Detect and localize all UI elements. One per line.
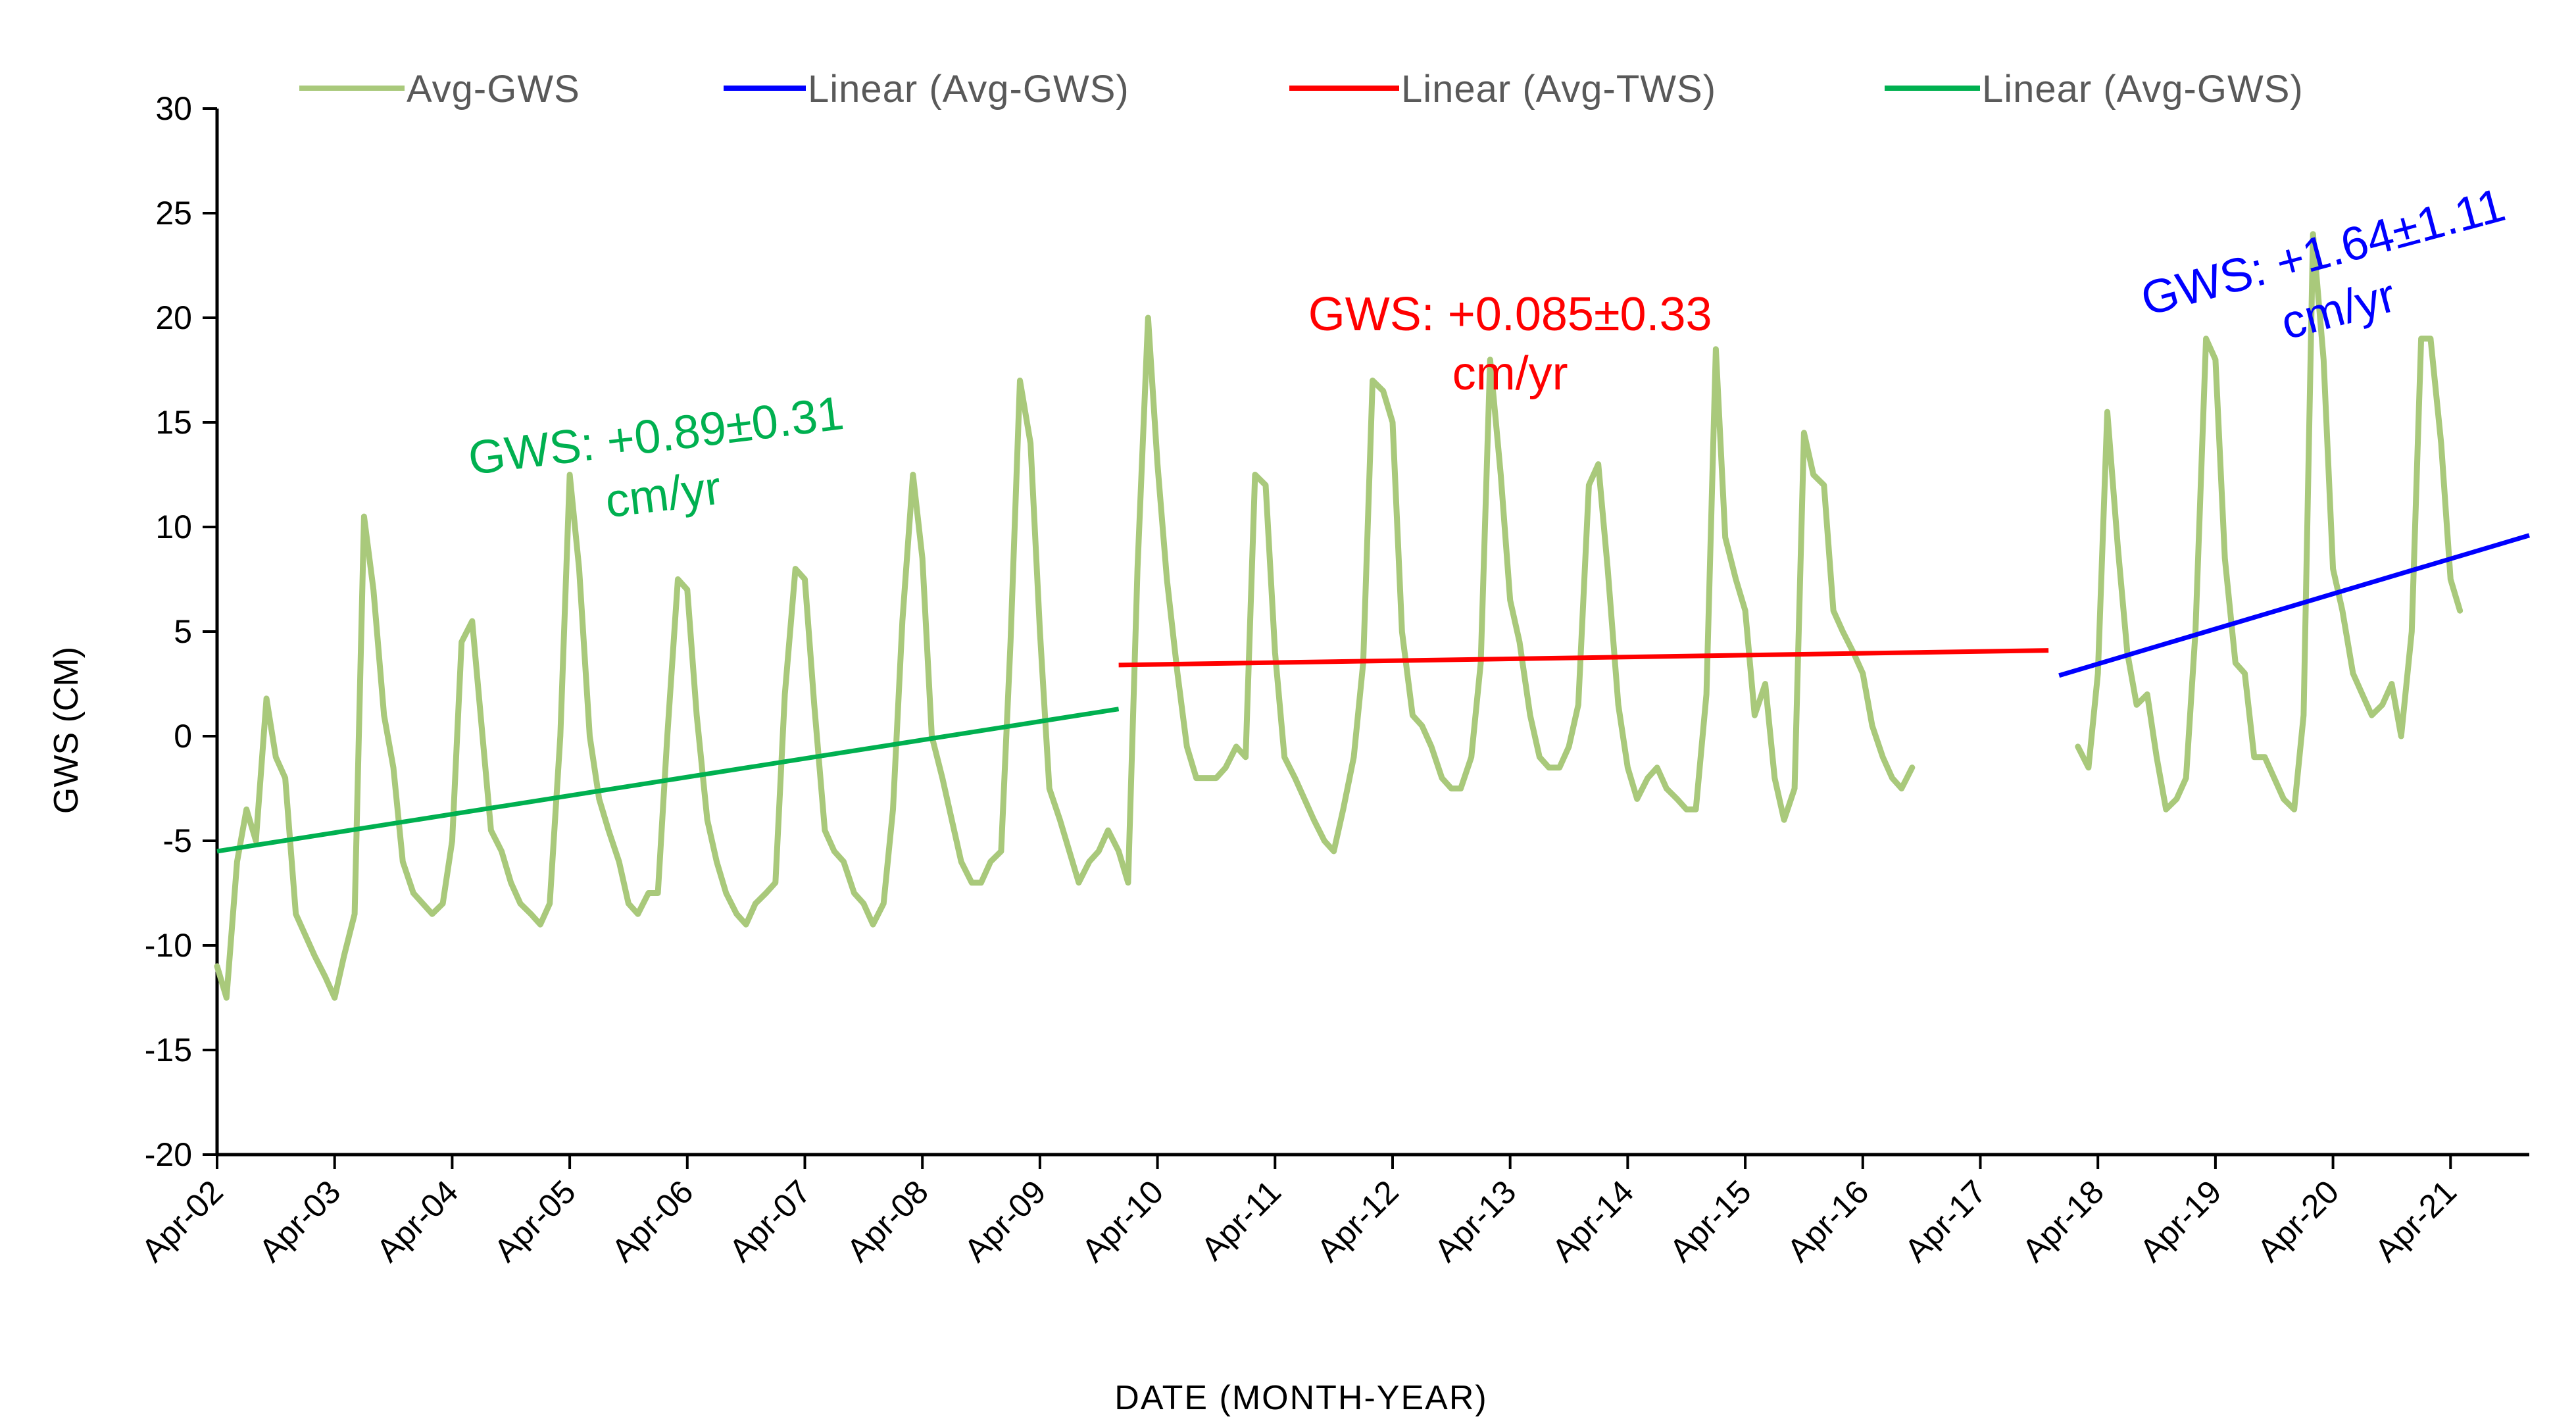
legend: Avg-GWS Linear (Avg-GWS) Linear (Avg-TWS… [299, 68, 2304, 111]
x-tick-label: Apr-17 [1898, 1173, 1994, 1269]
x-tick-label: Apr-16 [1780, 1173, 1876, 1269]
y-tick-label: 0 [174, 718, 192, 755]
y-tick-label: -10 [145, 927, 192, 964]
x-tick-label: Apr-11 [1194, 1173, 1288, 1267]
y-axis-title: GWS (CM) [47, 647, 86, 814]
x-tick-label: Apr-18 [2015, 1173, 2111, 1269]
y-tick-label: -20 [145, 1136, 192, 1173]
trend-line-gws-2002-2009 [216, 707, 1120, 854]
y-tick-label: 10 [155, 509, 192, 545]
x-tick-label: Apr-15 [1662, 1173, 1758, 1269]
x-axis-title: DATE (MONTH-YEAR) [1114, 1379, 1487, 1417]
series-line-avg-gws [214, 314, 1916, 1001]
legend-label-avg-gws: Avg-GWS [407, 68, 580, 111]
legend-label-linear-gws-green: Linear (Avg-GWS) [1982, 68, 2304, 111]
trend-line-tws-2010-2017 [1118, 648, 2049, 668]
y-tick-label: 15 [155, 404, 192, 441]
y-tick-label: -15 [145, 1032, 192, 1068]
y-tick-label: 25 [155, 195, 192, 232]
legend-label-linear-tws-red: Linear (Avg-TWS) [1401, 68, 1716, 111]
trend-annotation-line: cm/yr [1452, 347, 1568, 400]
series-line-avg-gws [2075, 231, 2464, 813]
x-tick-label: Apr-20 [2250, 1173, 2346, 1269]
x-tick-label: Apr-06 [605, 1173, 701, 1269]
trend-annotation: GWS: +0.085±0.33 cm/yr [1308, 288, 1712, 400]
x-tick-label: Apr-04 [369, 1173, 465, 1269]
y-tick-label: 30 [155, 90, 192, 127]
x-tick-label: Apr-13 [1427, 1173, 1523, 1269]
x-tick-label: Apr-08 [839, 1173, 935, 1269]
x-ticks: Apr-02 Apr-03 Apr-04 Apr-05 Apr-06 Apr-07 Apr-… [134, 1155, 2464, 1269]
trend-annotation-line: cm/yr [603, 462, 724, 528]
y-tick-label: 20 [155, 299, 192, 336]
x-tick-label: Apr-09 [957, 1173, 1053, 1269]
x-tick-label: Apr-14 [1545, 1173, 1641, 1269]
y-ticks: 30 25 20 15 10 5 0 -5 -10 -15 -20 [145, 90, 217, 1173]
x-tick-label: Apr-05 [487, 1173, 583, 1269]
x-tick-label: Apr-12 [1310, 1173, 1406, 1269]
x-tick-label: Apr-10 [1075, 1173, 1171, 1269]
trend-line-gws-2018-2021 [2058, 533, 2530, 678]
series-layer [214, 231, 2530, 1001]
x-tick-label: Apr-19 [2133, 1173, 2229, 1269]
x-tick-label: Apr-02 [134, 1173, 230, 1269]
y-tick-label: 5 [174, 613, 192, 650]
legend-label-linear-gws-blue: Linear (Avg-GWS) [808, 68, 1129, 111]
x-tick-label: Apr-21 [2367, 1173, 2464, 1269]
trend-annotation-line: GWS: +0.085±0.33 [1308, 288, 1712, 341]
x-tick-label: Apr-03 [252, 1173, 348, 1269]
x-tick-label: Apr-07 [722, 1173, 818, 1269]
y-tick-label: -5 [163, 822, 192, 859]
